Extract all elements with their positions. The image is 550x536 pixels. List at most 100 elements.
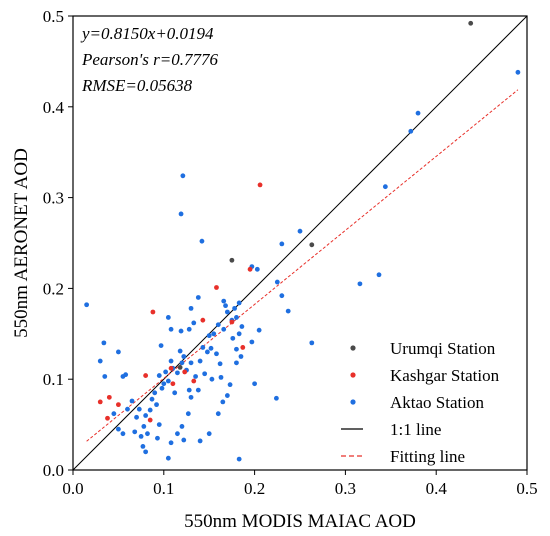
rmse: RMSE=0.05638 (81, 76, 193, 95)
fitting-line (86, 89, 519, 442)
legend-label: Urumqi Station (390, 339, 496, 358)
aktao-point (415, 110, 421, 116)
aktao-point (285, 308, 291, 314)
aktao-point (221, 326, 227, 332)
aktao-point (129, 398, 135, 404)
y-tick-label: 0.1 (43, 370, 64, 389)
plot-frame (72, 15, 528, 471)
aktao-point (168, 440, 174, 446)
aktao-point (165, 378, 171, 384)
x-tick-label: 0.4 (426, 479, 448, 498)
legend-label: Fitting line (390, 447, 465, 466)
aktao-point (163, 369, 169, 375)
aktao-point (97, 358, 103, 364)
aktao-point (180, 173, 186, 179)
legend-item-one-to-one: 1:1 line (341, 420, 441, 439)
aktao-point (147, 407, 153, 413)
aktao-point (168, 358, 174, 364)
aktao-point (227, 382, 233, 388)
aktao-point (120, 431, 126, 437)
kashgar-point (247, 266, 253, 272)
aktao-point (179, 424, 185, 429)
aktao-point (249, 339, 255, 345)
legend-marker (350, 399, 356, 405)
aktao-point (252, 381, 257, 387)
aktao-point (116, 349, 121, 355)
aktao-point (195, 387, 201, 393)
aktao-point (215, 411, 221, 417)
aktao-point (221, 298, 227, 304)
aktao-point (215, 322, 221, 328)
legend-item-aktao: Aktao Station (350, 393, 484, 412)
kashgar-point (229, 319, 235, 325)
aktao-point (168, 326, 174, 332)
y-tick-label: 0.3 (43, 189, 64, 208)
x-axis: 0.0 0.1 0.2 0.3 0.4 0.5 (62, 470, 538, 498)
pearson-r: Pearson's r=0.7776 (81, 50, 219, 69)
y-axis-title: 550nm AERONET AOD (11, 148, 32, 338)
aktao-point (132, 429, 138, 435)
aktao-point (197, 358, 203, 364)
aktao-point (125, 406, 130, 412)
y-axis: 0.0 0.1 0.2 0.3 0.4 0.5 (43, 7, 73, 480)
aktao-point (211, 331, 217, 337)
aktao-point (279, 293, 285, 299)
aktao-point (408, 128, 414, 134)
urumqi-point (309, 242, 315, 248)
kashgar-point (240, 345, 246, 350)
aktao-point (357, 281, 363, 287)
aktao-point (206, 431, 212, 437)
kashgar-point (97, 399, 103, 405)
aktao-point (254, 266, 260, 272)
urumqi-point (177, 364, 183, 370)
regression-equation: y=0.8150x+0.0194 (80, 24, 214, 43)
legend-label: 1:1 line (390, 420, 441, 439)
kashgar-point (106, 394, 112, 400)
aktao-point (199, 238, 205, 244)
aktao-point (154, 402, 159, 408)
x-tick-label: 0.5 (516, 479, 537, 498)
kashgar-point (105, 415, 110, 421)
aktao-point (116, 426, 121, 432)
x-axis-title: 550nm MODIS MAIAC AOD (184, 511, 416, 532)
legend-item-urumqi: Urumqi Station (350, 339, 496, 358)
aktao-point (236, 331, 242, 337)
aktao-point (156, 422, 162, 427)
aktao-point (111, 411, 117, 417)
one-to-one-line (72, 15, 528, 471)
aktao-point (236, 456, 242, 462)
aktao-point (223, 303, 228, 309)
legend-marker (350, 345, 356, 351)
aktao-point (376, 272, 382, 278)
kashgar-point (214, 285, 219, 290)
legend-label: Kashgar Station (390, 366, 500, 385)
aktao-point (217, 361, 223, 367)
kashgar-point (150, 309, 156, 315)
y-tick-label: 0.4 (43, 98, 65, 117)
x-tick-label: 0.3 (335, 479, 356, 498)
aktao-point (178, 211, 184, 217)
aktao-point (172, 390, 178, 396)
aktao-point (279, 241, 285, 247)
kashgar-point (168, 365, 174, 371)
aktao-point (188, 305, 194, 311)
legend-label: Aktao Station (390, 393, 484, 412)
aktao-point (155, 435, 160, 441)
x-tick-label: 0.1 (153, 479, 174, 498)
kashgar-point (147, 417, 153, 423)
aktao-point (191, 320, 197, 326)
aktao-point (232, 305, 238, 311)
aktao-point (158, 343, 164, 349)
aktao-point (145, 431, 150, 437)
aktao-point (102, 374, 108, 379)
aktao-point (177, 348, 183, 354)
aktao-point (230, 335, 236, 341)
aktao-point (143, 449, 149, 455)
aktao-point (175, 431, 180, 437)
aktao-point (236, 300, 242, 306)
aktao-point (178, 328, 184, 334)
aktao-point (84, 302, 90, 308)
aktao-point (165, 315, 171, 320)
aktao-point (134, 414, 139, 420)
